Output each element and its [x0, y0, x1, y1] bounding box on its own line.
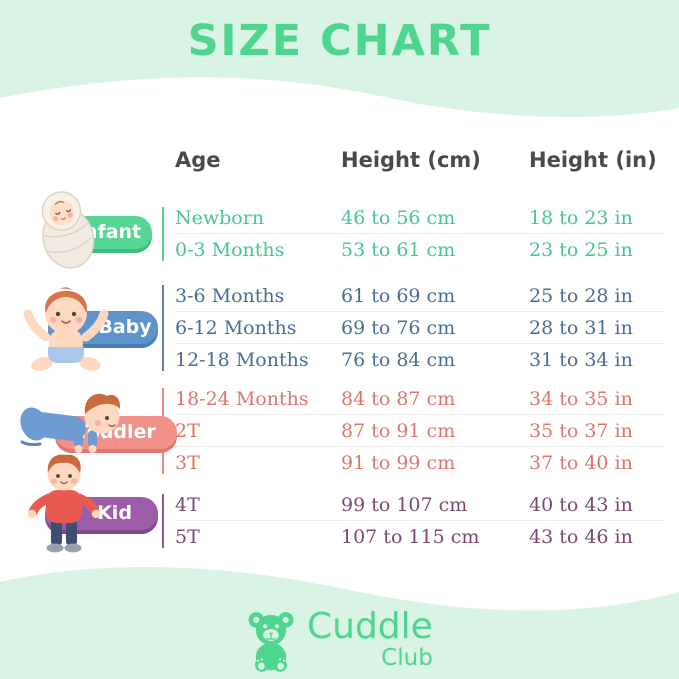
height-in-cell: 18 to 23 in: [529, 206, 633, 229]
sitting-baby-illustration: [23, 287, 109, 371]
height-in-cell: 37 to 40 in: [529, 452, 633, 474]
standing-kid-illustration: [27, 454, 101, 553]
page-title: SIZE CHART: [187, 16, 492, 66]
group-rows-toddler: 18-24 Months 84 to 87 cm 34 to 35 in 2T …: [162, 383, 664, 479]
table-row: 18-24 Months 84 to 87 cm 34 to 35 in: [175, 383, 664, 415]
table-row: Newborn 46 to 56 cm 18 to 23 in: [175, 202, 664, 234]
age-cell: 5T: [175, 526, 200, 548]
age-cell: 2T: [175, 419, 200, 442]
teddy-bear-icon: [248, 612, 294, 672]
swaddled-baby-illustration: [41, 191, 95, 269]
height-in-cell: 34 to 35 in: [529, 387, 633, 410]
height-in-cell: 28 to 31 in: [529, 316, 633, 339]
table-row: 0-3 Months 53 to 61 cm 23 to 25 in: [175, 234, 664, 266]
age-cell: 12-18 Months: [175, 349, 309, 371]
height-in-cell: 23 to 25 in: [529, 239, 633, 261]
brand-logo: Cuddle Club: [243, 608, 433, 674]
age-cell: 4T: [175, 493, 200, 516]
crawling-toddler-illustration: [20, 393, 121, 453]
group-rows-baby: 3-6 Months 61 to 69 cm 25 to 28 in 6-12 …: [162, 280, 664, 376]
height-cm-cell: 53 to 61 cm: [341, 239, 456, 261]
table-row: 3-6 Months 61 to 69 cm 25 to 28 in: [175, 280, 664, 312]
table-row: 4T 99 to 107 cm 40 to 43 in: [175, 489, 664, 521]
height-cm-cell: 84 to 87 cm: [341, 387, 456, 410]
height-cm-cell: 61 to 69 cm: [341, 284, 456, 307]
table-row: 5T 107 to 115 cm 43 to 46 in: [175, 521, 664, 553]
height-cm-cell: 46 to 56 cm: [341, 206, 456, 229]
column-header-age: Age: [175, 148, 221, 172]
age-cell: 18-24 Months: [175, 387, 309, 410]
height-cm-cell: 91 to 99 cm: [341, 452, 456, 474]
height-cm-cell: 107 to 115 cm: [341, 526, 480, 548]
height-in-cell: 43 to 46 in: [529, 526, 633, 548]
height-in-cell: 25 to 28 in: [529, 284, 633, 307]
column-header-height-cm: Height (cm): [341, 148, 481, 172]
table-header: Age Height (cm) Height (in): [175, 148, 664, 172]
age-cell: Newborn: [175, 206, 265, 229]
table-row: 3T 91 to 99 cm 37 to 40 in: [175, 447, 664, 479]
height-cm-cell: 87 to 91 cm: [341, 419, 456, 442]
height-in-cell: 31 to 34 in: [529, 349, 633, 371]
age-cell: 0-3 Months: [175, 239, 285, 261]
column-header-height-in: Height (in): [529, 148, 657, 172]
group-rows-infant: Newborn 46 to 56 cm 18 to 23 in 0-3 Mont…: [162, 202, 664, 266]
age-cell: 3-6 Months: [175, 284, 285, 307]
table-row: 12-18 Months 76 to 84 cm 31 to 34 in: [175, 344, 664, 376]
age-cell: 6-12 Months: [175, 316, 297, 339]
brand-subname: Club: [381, 645, 433, 671]
table-row: 6-12 Months 69 to 76 cm 28 to 31 in: [175, 312, 664, 344]
age-cell: 3T: [175, 452, 200, 474]
height-cm-cell: 76 to 84 cm: [341, 349, 456, 371]
brand-name: Cuddle: [307, 606, 433, 647]
group-rows-kid: 4T 99 to 107 cm 40 to 43 in 5T 107 to 11…: [162, 489, 664, 553]
height-in-cell: 35 to 37 in: [529, 419, 633, 442]
table-row: 2T 87 to 91 cm 35 to 37 in: [175, 415, 664, 447]
height-in-cell: 40 to 43 in: [529, 493, 633, 516]
height-cm-cell: 99 to 107 cm: [341, 493, 468, 516]
height-cm-cell: 69 to 76 cm: [341, 316, 456, 339]
